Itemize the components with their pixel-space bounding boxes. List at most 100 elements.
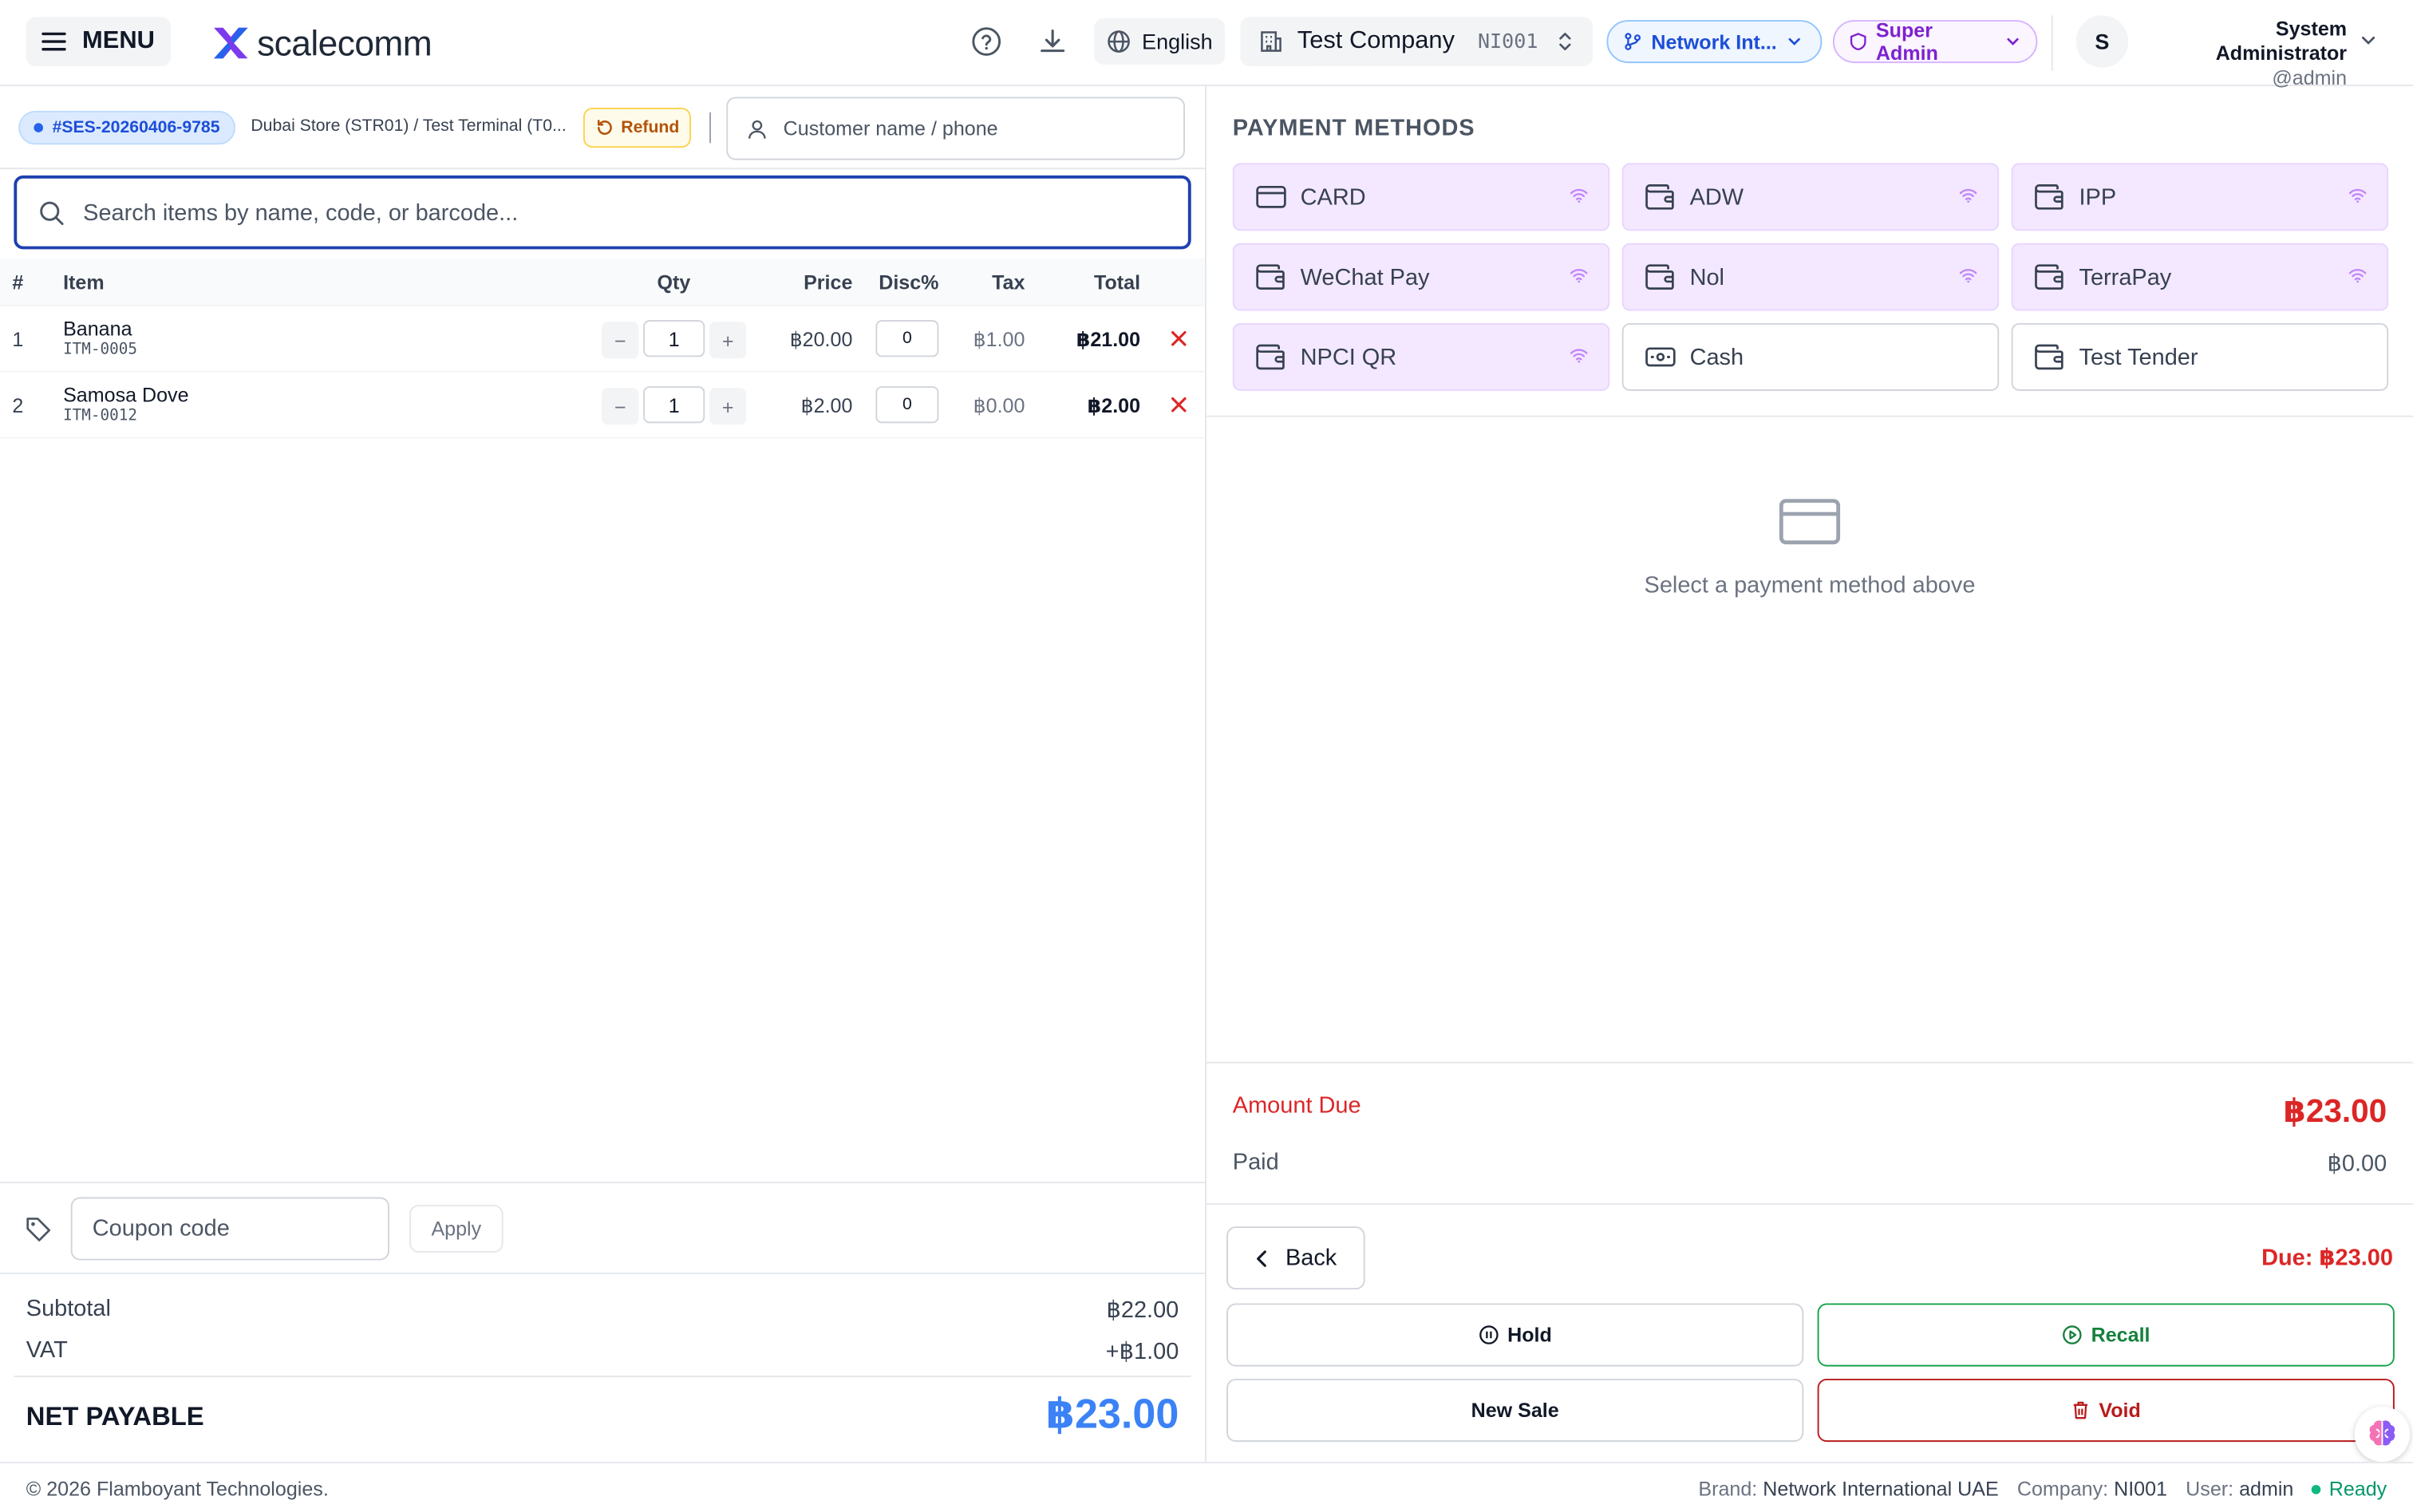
item-tax: ฿1.00 — [973, 327, 1025, 351]
item-search-input[interactable]: Search items by name, code, or barcode..… — [14, 175, 1191, 250]
apply-coupon-button[interactable]: Apply — [409, 1205, 504, 1253]
qty-input[interactable]: 1 — [643, 320, 705, 357]
help-icon[interactable] — [966, 22, 1006, 61]
role-label: Super Admin — [1875, 18, 1938, 65]
chevron-down-icon[interactable] — [2359, 31, 2377, 49]
payment-method-test-tender[interactable]: Test Tender — [2011, 322, 2389, 391]
payment-method-nol[interactable]: Nol — [1621, 243, 2000, 311]
payment-method-ipp[interactable]: IPP — [2011, 163, 2389, 231]
play-circle-icon — [2062, 1324, 2082, 1344]
footer-brand-value: Network International UAE — [1763, 1477, 1999, 1501]
totals-divider — [14, 1376, 1191, 1378]
payment-divider — [1206, 415, 2413, 417]
amount-due-label: Amount Due — [1232, 1092, 1361, 1119]
refund-button[interactable]: Refund — [583, 107, 691, 148]
hamburger-icon — [42, 31, 67, 53]
building-icon — [1259, 30, 1284, 54]
payment-method-label: IPP — [2079, 184, 2117, 211]
ready-label: Ready — [2328, 1477, 2387, 1501]
user-menu[interactable]: System Administrator @admin — [2143, 17, 2347, 91]
totals-section: Subtotal ฿22.00 VAT +฿1.00 NET PAYABLE ฿… — [0, 1274, 1205, 1462]
pause-circle-icon — [1478, 1324, 1498, 1344]
item-name: Samosa Dove — [63, 383, 189, 407]
payment-method-cash[interactable]: Cash — [1621, 322, 2000, 391]
rotate-ccw-icon — [594, 118, 613, 136]
contactless-icon — [2348, 188, 2367, 203]
avatar[interactable]: S — [2075, 15, 2129, 68]
header-divider — [2051, 15, 2053, 71]
chevron-down-icon — [1786, 34, 1801, 49]
qty-increment-button[interactable]: + — [709, 387, 747, 425]
company-selector[interactable]: Test Company NI001 — [1240, 17, 1594, 66]
payment-method-npci-qr[interactable]: NPCI QR — [1232, 322, 1610, 391]
wallet-icon — [1645, 183, 1676, 211]
payment-method-label: Nol — [1689, 263, 1724, 290]
wallet-icon — [2035, 263, 2066, 291]
copyright-text: © 2026 Flamboyant Technologies. — [26, 1477, 329, 1501]
empty-state-text: Select a payment method above — [1644, 572, 1976, 599]
item-tax: ฿0.00 — [973, 393, 1025, 417]
search-placeholder: Search items by name, code, or barcode..… — [83, 199, 519, 226]
back-button[interactable]: Back — [1226, 1226, 1365, 1290]
chevron-up-down-icon — [1556, 31, 1574, 53]
row-number: 1 — [12, 327, 24, 351]
item-price: ฿20.00 — [789, 327, 853, 351]
subtotal-value: ฿22.00 — [1106, 1297, 1179, 1324]
user-handle: @admin — [2272, 65, 2348, 89]
qty-decrement-button[interactable]: − — [602, 322, 639, 359]
globe-icon — [1107, 30, 1131, 54]
payment-method-label: ADW — [1689, 184, 1744, 211]
table-row: 2 Samosa Dove ITM-0012 − 1 + ฿2.00 0 ฿0.… — [0, 373, 1206, 439]
qty-increment-button[interactable]: + — [709, 322, 747, 359]
back-label: Back — [1285, 1245, 1337, 1271]
payment-method-terrapay[interactable]: TerraPay — [2011, 243, 2389, 311]
recall-button[interactable]: Recall — [1817, 1303, 2395, 1367]
payment-method-card[interactable]: CARD — [1232, 163, 1610, 231]
customer-placeholder: Customer name / phone — [783, 116, 998, 140]
due-inline: Due: ฿23.00 — [2261, 1245, 2393, 1271]
wallet-icon — [1645, 263, 1676, 291]
ai-assistant-button[interactable] — [2354, 1406, 2411, 1463]
contactless-icon — [1959, 268, 1977, 283]
cart-panel: #SES-20260406-9785 Dubai Store (STR01) /… — [0, 85, 1206, 1463]
item-code: ITM-0012 — [63, 408, 137, 425]
shield-icon — [1850, 32, 1866, 51]
role-selector[interactable]: Super Admin — [1832, 18, 2038, 65]
discount-input[interactable]: 0 — [875, 320, 939, 357]
new-sale-button[interactable]: New Sale — [1226, 1378, 1804, 1443]
remove-item-icon[interactable] — [1167, 326, 1191, 351]
footer-user: User: admin — [2186, 1477, 2293, 1500]
coupon-input[interactable]: Coupon code — [70, 1197, 389, 1261]
session-id: #SES-20260406-9785 — [52, 118, 220, 137]
wallet-icon — [2035, 183, 2066, 211]
hold-button[interactable]: Hold — [1226, 1303, 1804, 1367]
payment-method-label: Cash — [1689, 344, 1744, 370]
payment-method-wechat-pay[interactable]: WeChat Pay — [1232, 243, 1610, 311]
col-price: Price — [804, 270, 853, 294]
col-qty: Qty — [657, 270, 691, 294]
language-selector[interactable]: English — [1094, 18, 1226, 65]
payment-method-adw[interactable]: ADW — [1621, 163, 2000, 231]
qty-decrement-button[interactable]: − — [602, 387, 639, 425]
discount-input[interactable]: 0 — [875, 386, 939, 424]
session-badge: #SES-20260406-9785 — [18, 110, 235, 145]
menu-button[interactable]: MENU — [26, 17, 172, 66]
col-disc: Disc% — [879, 270, 939, 294]
logo[interactable]: scalecomm — [211, 22, 432, 65]
network-selector[interactable]: Network Int... — [1606, 20, 1823, 64]
tag-icon — [25, 1216, 53, 1244]
session-divider — [709, 112, 711, 144]
refund-label: Refund — [621, 118, 680, 137]
ready-status: Ready — [2312, 1477, 2387, 1500]
payment-method-label: WeChat Pay — [1300, 263, 1430, 290]
void-button[interactable]: Void — [1817, 1378, 2395, 1443]
wallet-icon — [2035, 343, 2066, 371]
download-icon[interactable] — [1033, 22, 1072, 61]
net-payable-value: ฿23.00 — [1045, 1391, 1179, 1438]
paid-label: Paid — [1232, 1149, 1279, 1176]
payment-panel: PAYMENT METHODS CARD ADW IPP WeChat Pay Nol T… — [1206, 86, 2413, 1462]
customer-input[interactable]: Customer name / phone — [726, 97, 1185, 160]
remove-item-icon[interactable] — [1167, 393, 1191, 417]
contactless-icon — [1959, 188, 1977, 203]
qty-input[interactable]: 1 — [643, 386, 705, 424]
